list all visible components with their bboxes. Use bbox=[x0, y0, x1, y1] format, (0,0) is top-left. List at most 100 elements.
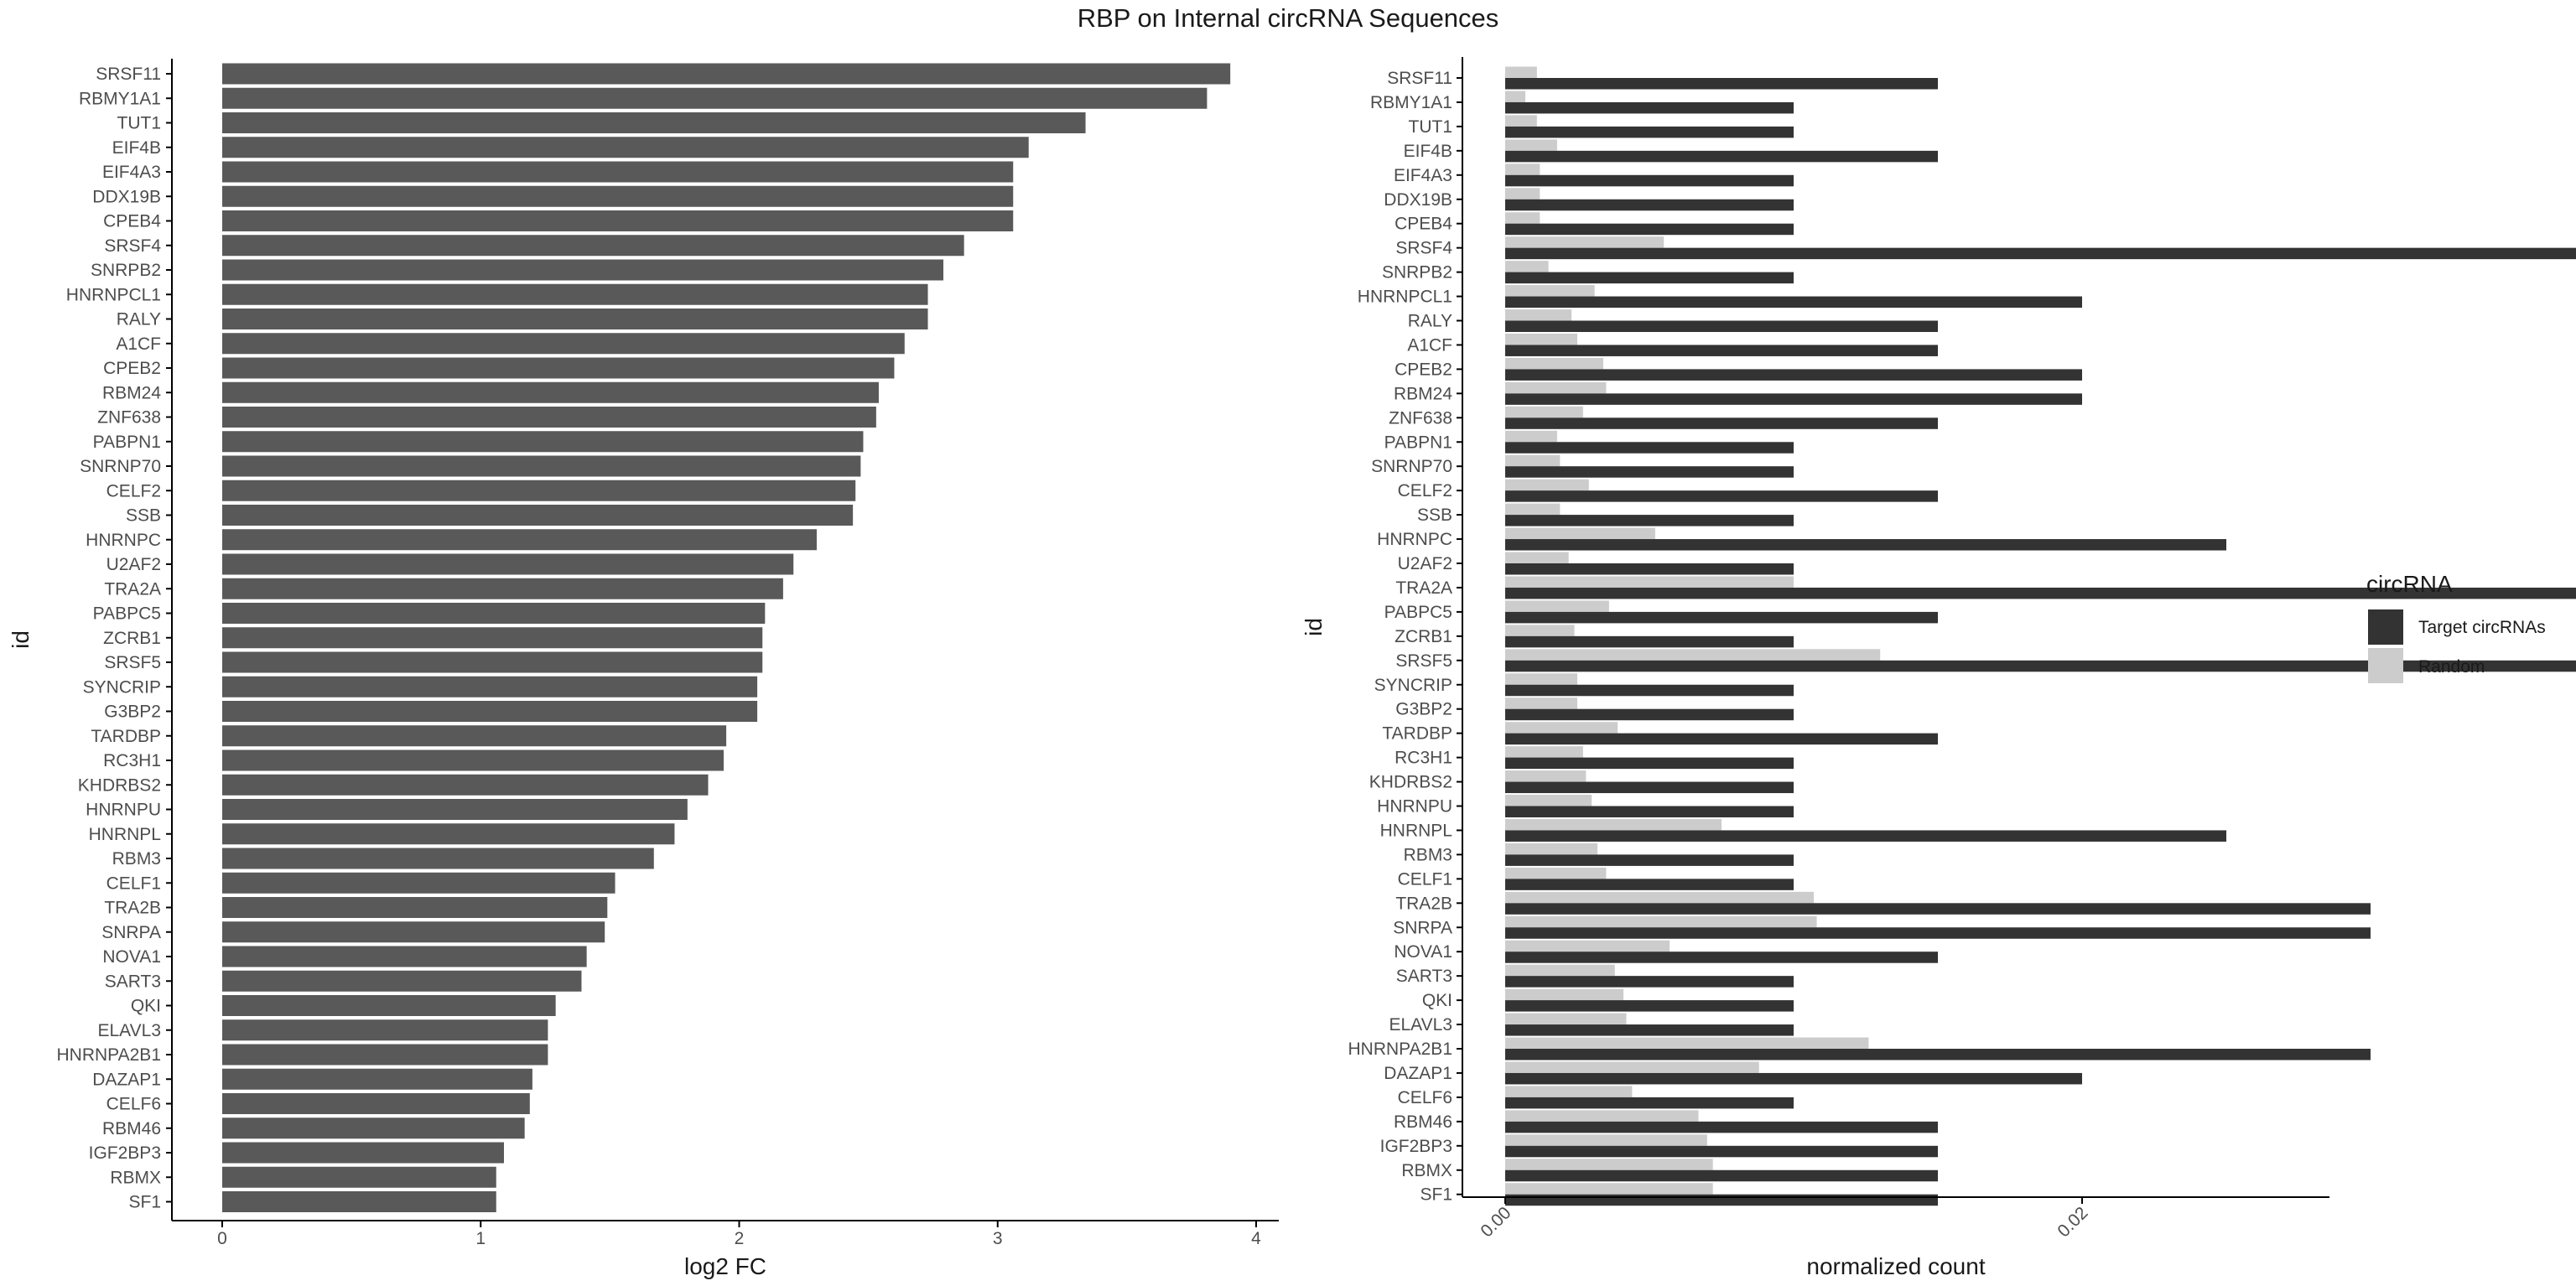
count-y-tick-label: HNRNPC bbox=[1377, 530, 1452, 549]
count-y-tick-label: CELF2 bbox=[1398, 481, 1452, 500]
fc-bar bbox=[222, 627, 763, 649]
fc-bar bbox=[222, 872, 615, 894]
fc-bar bbox=[222, 529, 817, 551]
random-bar bbox=[1505, 770, 1587, 782]
fc-bar bbox=[222, 676, 758, 697]
fc-bar bbox=[222, 505, 854, 526]
random-bar bbox=[1505, 552, 1569, 563]
random-bar bbox=[1505, 188, 1540, 200]
count-y-tick-label: EIF4A3 bbox=[1394, 166, 1452, 185]
count-y-tick-label: U2AF2 bbox=[1398, 554, 1452, 573]
target-bar bbox=[1505, 1121, 1938, 1133]
fc-y-tick-label: RALY bbox=[117, 310, 161, 329]
fc-bar bbox=[222, 283, 928, 305]
count-y-tick-label: TUT1 bbox=[1409, 117, 1453, 137]
fc-y-tick-label: RBMY1A1 bbox=[79, 89, 161, 108]
fc-bar bbox=[222, 185, 1014, 207]
count-x-tick-label: 0.00 bbox=[1477, 1203, 1514, 1241]
fc-y-tick-label: SRSF4 bbox=[104, 236, 161, 256]
random-bar bbox=[1505, 795, 1592, 806]
fc-y-tick-label: NOVA1 bbox=[102, 947, 161, 967]
random-bar bbox=[1505, 1037, 1869, 1049]
fc-y-tick-label: HNRNPA2B1 bbox=[57, 1045, 161, 1065]
target-bar bbox=[1505, 976, 1794, 988]
fc-bar bbox=[222, 1044, 548, 1066]
fc-x-tick-label: 4 bbox=[1251, 1229, 1261, 1248]
target-bar bbox=[1505, 369, 2082, 381]
fc-y-tick-label: SNRNP70 bbox=[80, 457, 161, 476]
target-bar bbox=[1505, 830, 2226, 842]
count-y-tick-label: SNRPA bbox=[1393, 918, 1452, 937]
fc-y-tick-label: HNRNPL bbox=[89, 825, 161, 844]
random-bar bbox=[1505, 600, 1609, 612]
target-bar bbox=[1505, 903, 2371, 915]
fc-bar bbox=[222, 431, 864, 453]
fc-y-tick-label: SART3 bbox=[105, 972, 161, 991]
fc-bar bbox=[222, 407, 876, 428]
count-y-tick-label: CPEB2 bbox=[1394, 360, 1452, 379]
fc-y-tick-label: SYNCRIP bbox=[83, 677, 161, 697]
count-y-tick-label: RBMY1A1 bbox=[1370, 93, 1452, 112]
fc-y-tick-labels: SRSF11 RBMY1A1 TUT1 EIF4B EIF4A3 DDX19B CPEB4 S… bbox=[57, 65, 172, 1212]
random-bar bbox=[1505, 1013, 1627, 1025]
random-bar bbox=[1505, 66, 1537, 78]
target-bar bbox=[1505, 806, 1794, 817]
random-bar bbox=[1505, 915, 1817, 928]
count-y-tick-label: DAZAP1 bbox=[1384, 1064, 1452, 1083]
fc-y-tick-label: SRSF11 bbox=[96, 65, 161, 84]
count-y-tick-label: PABPN1 bbox=[1384, 433, 1452, 452]
count-y-tick-label: CELF6 bbox=[1398, 1088, 1452, 1107]
fc-y-tick-label: TRA2B bbox=[104, 899, 161, 918]
fc-x-tick-label: 3 bbox=[993, 1229, 1003, 1248]
count-y-tick-label: SRSF11 bbox=[1387, 69, 1452, 88]
fc-bar bbox=[222, 235, 964, 257]
count-y-tick-label: RBM46 bbox=[1394, 1112, 1452, 1132]
fc-bar bbox=[222, 701, 758, 722]
target-bar bbox=[1505, 442, 1794, 454]
fc-y-tick-label: SNRPA bbox=[101, 923, 161, 942]
fc-y-tick-label: EIF4A3 bbox=[102, 163, 161, 182]
count-y-tick-label: HNRNPCL1 bbox=[1358, 288, 1452, 307]
fc-bar bbox=[222, 1019, 548, 1041]
random-bar bbox=[1505, 212, 1540, 224]
target-bar bbox=[1505, 635, 1794, 648]
count-y-tick-label: G3BP2 bbox=[1395, 700, 1452, 719]
fc-bar bbox=[222, 112, 1086, 133]
fc-bar bbox=[222, 87, 1208, 109]
count-y-tick-label: HNRNPA2B1 bbox=[1348, 1040, 1452, 1059]
random-bar bbox=[1505, 746, 1583, 758]
fc-bar bbox=[222, 357, 895, 379]
target-bar bbox=[1505, 1072, 2082, 1085]
count-y-tick-label: QKI bbox=[1422, 991, 1452, 1010]
target-bar bbox=[1505, 1024, 1794, 1036]
target-bar bbox=[1505, 272, 1794, 284]
fc-y-tick-label: G3BP2 bbox=[104, 703, 161, 722]
fc-bar bbox=[222, 921, 605, 943]
target-bar bbox=[1505, 927, 2371, 939]
count-y-tick-label: SNRNP70 bbox=[1371, 457, 1452, 476]
fc-y-tick-label: DDX19B bbox=[92, 187, 161, 206]
fc-bar bbox=[222, 749, 724, 771]
target-bar bbox=[1505, 515, 1794, 526]
fc-bar bbox=[222, 1191, 496, 1212]
count-y-tick-label: RALY bbox=[1408, 312, 1452, 331]
fc-bar bbox=[222, 63, 1231, 85]
random-bar bbox=[1505, 891, 1815, 904]
count-y-tick-label: ZCRB1 bbox=[1394, 627, 1452, 646]
count-y-tick-label: KHDRBS2 bbox=[1369, 773, 1452, 792]
target-bar bbox=[1505, 587, 2576, 599]
fc-bar bbox=[222, 946, 587, 967]
fc-y-tick-label: RBM3 bbox=[112, 849, 161, 869]
fc-bar bbox=[222, 1166, 496, 1188]
fc-bar bbox=[222, 1117, 525, 1139]
fc-bar bbox=[222, 578, 783, 599]
random-bar bbox=[1505, 940, 1670, 952]
fc-bars bbox=[222, 63, 1231, 1212]
count-y-tick-label: HNRNPU bbox=[1377, 797, 1452, 817]
chart-title: RBP on Internal circRNA Sequences bbox=[1078, 3, 1499, 33]
target-bar bbox=[1505, 466, 1794, 478]
target-bar bbox=[1505, 563, 1794, 575]
fc-y-tick-label: SRSF5 bbox=[104, 653, 161, 672]
random-bar bbox=[1505, 381, 1607, 394]
target-bar bbox=[1505, 1145, 1938, 1158]
